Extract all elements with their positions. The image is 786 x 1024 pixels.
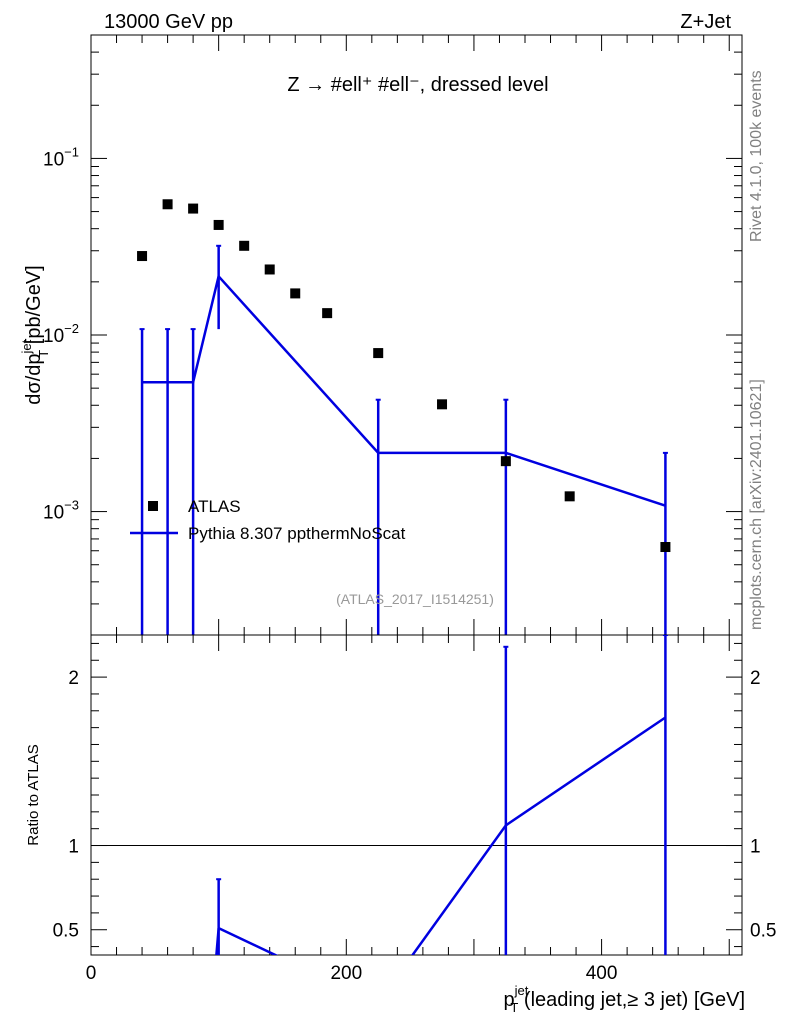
atlas-data-point xyxy=(213,219,224,230)
main-y-tick-label-exp: −3 xyxy=(64,498,79,513)
ratio-y-tick-label: 0.5 xyxy=(53,921,79,942)
mcplots-label: mcplots.cern.ch [arXiv:2401.10621] xyxy=(748,379,765,630)
main-y-axis-label-sub: T xyxy=(36,350,51,358)
atlas-data-point xyxy=(660,542,671,553)
header-energy-label: 13000 GeV pp xyxy=(104,11,233,33)
main-y-axis-label-unit: [pb/GeV] xyxy=(23,265,45,350)
main-y-tick-label: 10−2 xyxy=(43,321,79,347)
main-y-tick-label: 10−1 xyxy=(43,144,79,170)
ratio-y-tick-label-right: 0.5 xyxy=(750,921,776,942)
main-y-axis-label-base: dσ/dp xyxy=(23,353,45,404)
main-y-tick-label-base: 10 xyxy=(43,326,64,347)
ratio-y-tick-label-right: 1 xyxy=(750,837,761,858)
main-panel: 10−110−210−3 Z → #ell⁺ #ell⁻, dressed le… xyxy=(19,34,743,636)
atlas-data-point xyxy=(373,348,384,359)
ratio-panel: 0.5 0.5 1 1 2 2 0 200 400 Ratio to ATLAS pjet T (… xyxy=(25,634,776,1015)
ratio-y-tick-label: 1 xyxy=(68,837,79,858)
legend-atlas-marker xyxy=(148,501,158,511)
atlas-data-point xyxy=(437,399,448,410)
ratio-y-axis-label: Ratio to ATLAS xyxy=(25,744,42,845)
legend-pythia-label: Pythia 8.307 ppthermNoScat xyxy=(188,524,406,543)
mc-series-main xyxy=(139,244,668,635)
main-y-tick-label-exp: −2 xyxy=(64,321,79,336)
atlas-data-point xyxy=(264,264,275,275)
legend-atlas-label: ATLAS xyxy=(188,497,241,516)
legend: ATLAS Pythia 8.307 ppthermNoScat xyxy=(130,497,406,543)
ratio-panel-frame xyxy=(90,634,743,956)
header-process-label: Z+Jet xyxy=(680,11,731,33)
main-y-tick-label: 10−3 xyxy=(43,498,79,524)
x-tick-label: 200 xyxy=(330,963,362,984)
main-y-axis-label: dσ/dpjetT [pb/GeV] xyxy=(19,265,51,404)
atlas-data-point xyxy=(137,251,148,262)
x-axis-label: pjet T (leading jet,≥ 3 jet) [GeV] xyxy=(504,983,745,1015)
atlas-data-point xyxy=(322,308,333,319)
main-panel-frame xyxy=(90,34,743,636)
x-tick-label: 0 xyxy=(86,963,97,984)
atlas-data-point xyxy=(162,199,173,210)
atlas-data-point xyxy=(239,240,250,251)
x-axis-label-rest: (leading jet,≥ 3 jet) [GeV] xyxy=(518,989,745,1011)
main-y-tick-label-base: 10 xyxy=(43,149,64,170)
atlas-data-point xyxy=(500,456,511,467)
ratio-ticks: 0.5 0.5 1 1 2 2 0 200 400 xyxy=(53,635,776,984)
mc-series-ratio xyxy=(215,635,668,955)
mc-line-ratio xyxy=(411,716,667,955)
x-tick-label: 400 xyxy=(586,963,618,984)
main-title: Z → #ell⁺ #ell⁻, dressed level xyxy=(287,74,548,96)
x-axis-label-sup: jet xyxy=(514,983,529,998)
x-axis-label-sub: T xyxy=(510,1000,518,1015)
mc-line-main xyxy=(142,273,666,507)
main-y-tick-label-exp: −1 xyxy=(64,144,79,159)
atlas-data-point xyxy=(564,491,575,502)
analysis-reference-label: (ATLAS_2017_I1514251) xyxy=(336,591,494,607)
atlas-data-point xyxy=(290,288,301,299)
ratio-y-tick-label-right: 2 xyxy=(750,668,761,689)
rivet-version-label: Rivet 4.1.0, 100k events xyxy=(748,70,765,242)
x-axis-label-base: p xyxy=(504,989,515,1011)
data-series-main xyxy=(137,199,671,553)
main-y-axis-label-sup: jet xyxy=(19,339,34,354)
ratio-y-tick-label: 2 xyxy=(68,668,79,689)
atlas-data-point xyxy=(188,203,199,214)
mc-line-ratio xyxy=(218,926,279,955)
main-y-tick-label-base: 10 xyxy=(43,503,64,524)
main-ticks: 10−110−210−3 xyxy=(43,34,742,636)
